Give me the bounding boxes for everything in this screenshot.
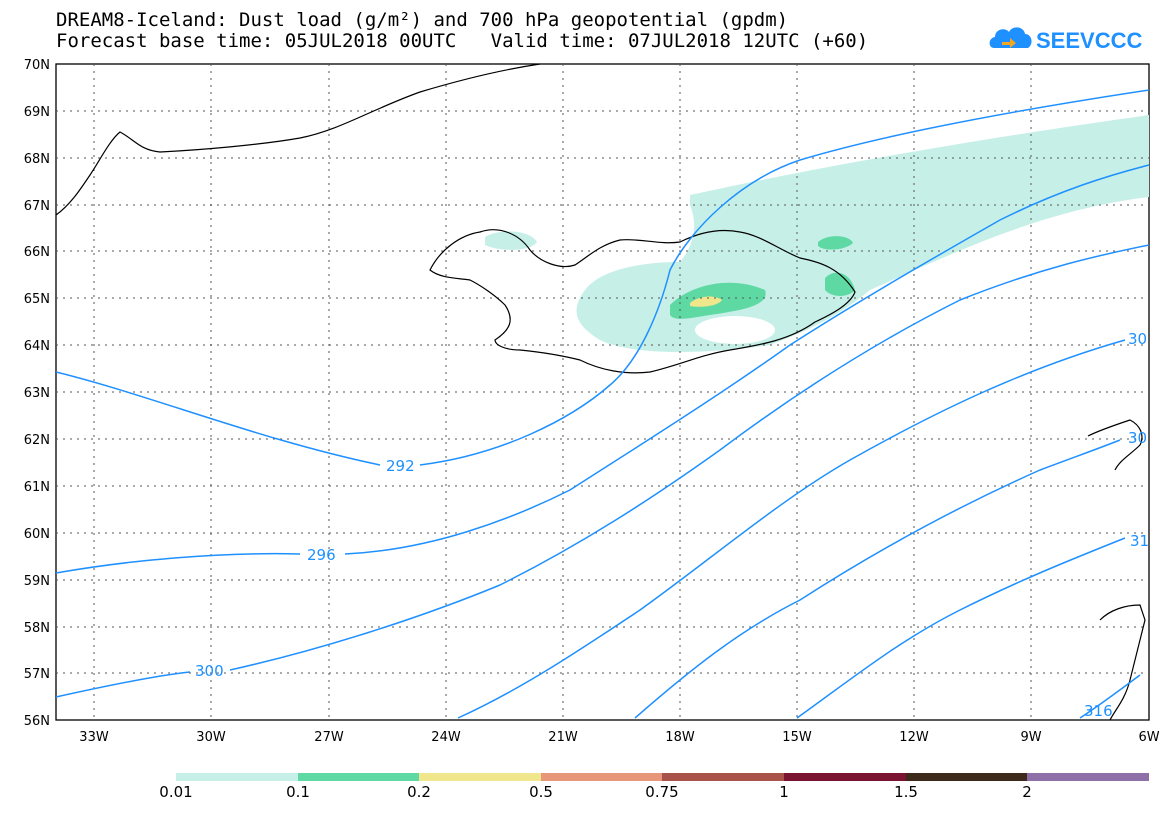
lon-label: 15W (782, 730, 812, 745)
contour-label-300: 300 (195, 662, 224, 680)
lon-label: 27W (314, 730, 344, 745)
legend-swatch (298, 773, 419, 781)
iceland-coast (429, 229, 856, 374)
contour-316 (1079, 674, 1141, 719)
contour-308 (634, 439, 1121, 719)
latitude-labels: 70N 69N 68N 67N 66N 65N 64N 63N 62N 61N … (24, 58, 50, 729)
contour-300 (55, 244, 1150, 698)
uk-coast (1099, 604, 1146, 721)
map-title: DREAM8-Iceland: Dust load (g/m²) and 700… (56, 9, 789, 31)
contour-label-316: 316 (1084, 702, 1113, 720)
contour-labels: 292 296 300 30 30 31 316 (195, 330, 1149, 720)
lon-label: 24W (431, 730, 461, 745)
coastlines (55, 63, 1146, 721)
lat-label: 65N (24, 292, 50, 307)
greenland-coast (55, 63, 541, 216)
geopotential-contours (55, 89, 1150, 719)
contour-label-30-a: 30 (1128, 330, 1147, 348)
lat-label: 57N (24, 667, 50, 682)
legend-value: 0.75 (645, 783, 679, 801)
lon-label: 12W (899, 730, 929, 745)
contour-312 (796, 537, 1126, 719)
lat-label: 59N (24, 574, 50, 589)
lat-label: 63N (24, 386, 50, 401)
scotland-coast (1087, 419, 1143, 471)
lat-label: 67N (24, 199, 50, 214)
lon-label: 33W (79, 730, 109, 745)
contour-304 (457, 339, 1126, 719)
seevccc-logo: SEEVCCC (989, 27, 1142, 53)
lat-label: 68N (24, 152, 50, 167)
legend-colorbar (176, 773, 1149, 781)
legend-value: 0.5 (529, 783, 553, 801)
logo-text: SEEVCCC (1036, 28, 1142, 53)
legend-swatch (176, 773, 298, 781)
lat-label: 56N (24, 714, 50, 729)
lat-label: 61N (24, 480, 50, 495)
lat-label: 64N (24, 339, 50, 354)
lon-label: 21W (548, 730, 578, 745)
contour-label-296: 296 (307, 546, 336, 564)
lat-label: 69N (24, 105, 50, 120)
lon-label: 18W (665, 730, 695, 745)
legend-value: 1.5 (894, 783, 918, 801)
legend-swatch (662, 773, 784, 781)
legend-value: 0.1 (286, 783, 310, 801)
cloud-icon (989, 27, 1032, 48)
lat-label: 60N (24, 527, 50, 542)
legend-value: 0.2 (407, 783, 431, 801)
legend-swatch (784, 773, 906, 781)
legend-swatch (906, 773, 1027, 781)
lat-label: 62N (24, 433, 50, 448)
contour-label-31: 31 (1130, 532, 1149, 550)
lon-label: 9W (1020, 730, 1041, 745)
forecast-times: Forecast base time: 05JUL2018 00UTC Vali… (56, 30, 869, 52)
lat-label: 66N (24, 245, 50, 260)
lon-label: 30W (196, 730, 226, 745)
longitude-labels: 33W 30W 27W 24W 21W 18W 15W 12W 9W 6W (79, 730, 1159, 745)
legend-values: 0.01 0.1 0.2 0.5 0.75 1 1.5 2 (0, 783, 1175, 803)
legend-value: 1 (779, 783, 789, 801)
contour-label-30-b: 30 (1128, 429, 1147, 447)
contour-296 (55, 164, 1150, 574)
legend-swatch (1027, 773, 1149, 781)
legend-swatch (419, 773, 541, 781)
lat-label: 58N (24, 621, 50, 636)
legend-value: 2 (1022, 783, 1032, 801)
contour-label-292: 292 (386, 457, 415, 475)
dust-shading (485, 115, 1149, 352)
legend-swatch (541, 773, 662, 781)
lon-label: 6W (1138, 730, 1159, 745)
lat-label: 70N (24, 58, 50, 73)
contour-292 (55, 89, 1150, 466)
legend-value: 0.01 (159, 783, 193, 801)
